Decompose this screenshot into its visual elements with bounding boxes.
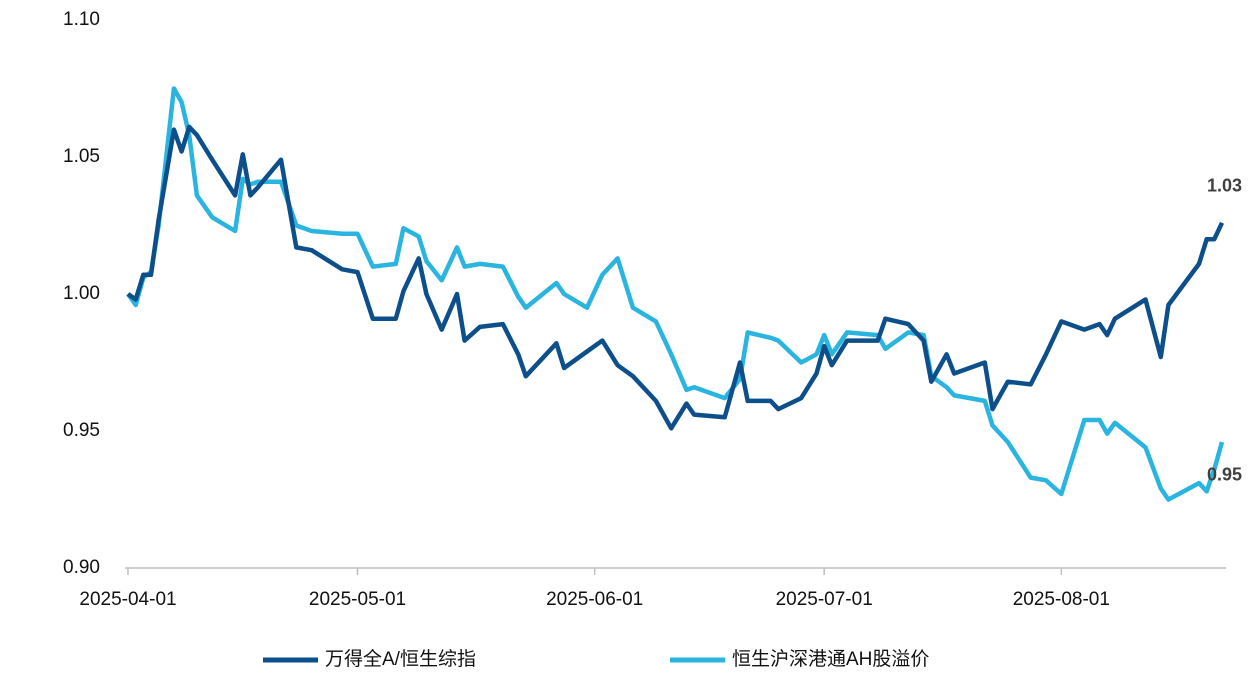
- data-label: 1.03: [1207, 176, 1242, 196]
- legend-label: 万得全A/恒生综指: [325, 648, 476, 670]
- x-tick-label: 2025-05-01: [309, 589, 406, 610]
- data-label: 0.95: [1207, 465, 1242, 485]
- y-tick-label: 0.90: [63, 557, 100, 578]
- series-line: [126, 86, 1225, 502]
- x-tick-label: 2025-06-01: [546, 589, 643, 610]
- x-tick-label: 2025-08-01: [1013, 589, 1110, 610]
- legend-label: 恒生沪深港通AH股溢价: [732, 648, 929, 670]
- series-line: [126, 124, 1225, 431]
- x-tick-label: 2025-04-01: [79, 589, 176, 610]
- y-tick-label: 0.95: [63, 420, 100, 441]
- x-tick-label: 2025-07-01: [776, 589, 873, 610]
- y-tick-label: 1.00: [63, 283, 100, 304]
- y-tick-label: 1.05: [63, 146, 100, 167]
- y-tick-label: 1.10: [63, 9, 100, 30]
